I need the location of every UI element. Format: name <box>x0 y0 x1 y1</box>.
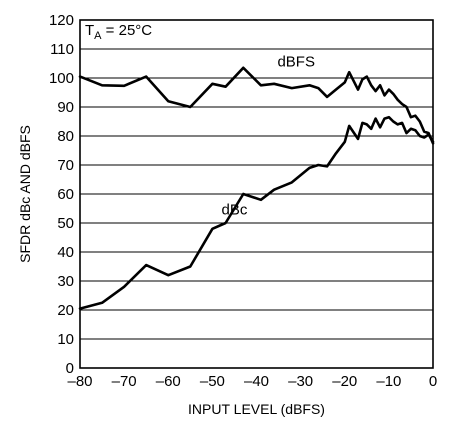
x-tick-label: –70 <box>112 373 137 390</box>
condition-subscript: A <box>94 30 102 42</box>
y-tick-label: 90 <box>57 99 74 116</box>
condition-value: = 25°C <box>102 22 153 39</box>
y-tick-label: 70 <box>57 157 74 174</box>
x-tick-label: –30 <box>288 373 313 390</box>
y-tick-label: 0 <box>66 360 74 377</box>
plot-frame <box>79 19 434 369</box>
x-tick-label: –50 <box>200 373 225 390</box>
x-tick-label: –80 <box>67 373 92 390</box>
y-tick-label: 100 <box>49 70 74 87</box>
y-tick-labels: 0 10 20 30 40 50 60 70 80 90 100 110 120 <box>49 12 74 377</box>
y-tick-label: 120 <box>49 12 74 29</box>
y-tick-label: 60 <box>57 186 74 203</box>
x-tick-label: –10 <box>376 373 401 390</box>
annotation-dbc: dBc <box>222 201 248 218</box>
y-axis-title: SFDR dBc AND dBFS <box>17 125 33 263</box>
y-tick-label: 10 <box>57 331 74 348</box>
y-tick-label: 30 <box>57 273 74 290</box>
series-line-dbc <box>78 115 435 310</box>
x-axis-title: INPUT LEVEL (dBFS) <box>188 401 325 417</box>
temperature-condition-label: TA = 25°C <box>85 22 152 42</box>
grid-lines <box>80 48 433 340</box>
x-tick-label: –40 <box>244 373 269 390</box>
y-tick-label: 80 <box>57 128 74 145</box>
condition-t: T <box>85 22 94 39</box>
y-tick-label: 50 <box>57 215 74 232</box>
y-tick-label: 40 <box>57 244 74 261</box>
x-tick-label: –20 <box>332 373 357 390</box>
annotation-dbfs: dBFS <box>277 53 315 70</box>
series-line-dbfs <box>78 66 435 145</box>
y-tick-label: 20 <box>57 302 74 319</box>
series-lines <box>78 66 435 310</box>
x-tick-label: –60 <box>156 373 181 390</box>
y-tick-label: 110 <box>50 41 74 58</box>
x-tick-label: 0 <box>429 373 437 390</box>
x-tick-labels: –80 –70 –60 –50 –40 –30 –20 –10 0 <box>67 373 437 390</box>
